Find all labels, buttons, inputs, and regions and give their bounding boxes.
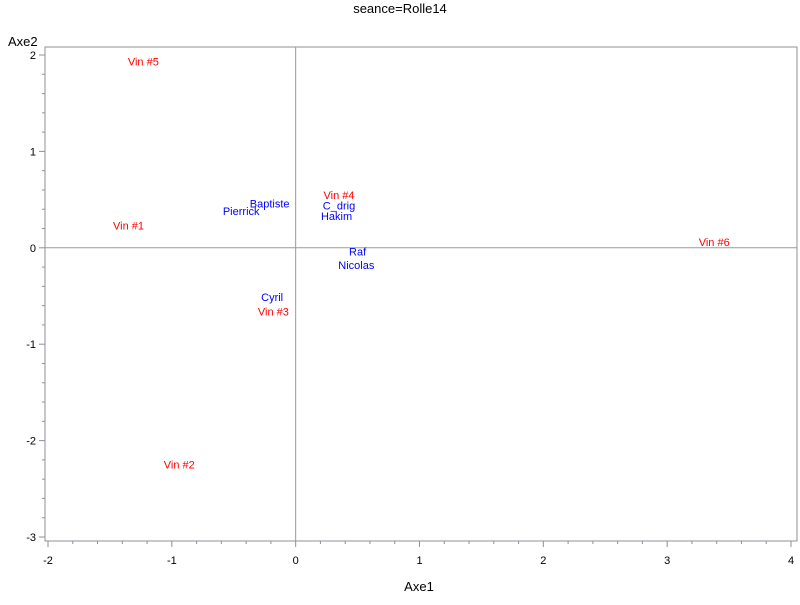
x-tick-label: 2 bbox=[540, 555, 546, 567]
judge-label: Nicolas bbox=[338, 260, 375, 272]
x-tick-label: 0 bbox=[293, 555, 299, 567]
y-tick-label: 2 bbox=[30, 50, 36, 62]
y-axis-label: Axe2 bbox=[8, 34, 38, 49]
judge-label: Pierrick bbox=[223, 206, 260, 218]
judge-label: Hakim bbox=[321, 211, 352, 223]
wine-label: Vin #2 bbox=[164, 460, 195, 472]
x-tick-label: 4 bbox=[788, 555, 794, 567]
chart-title: seance=Rolle14 bbox=[353, 1, 447, 16]
wine-label: Vin #3 bbox=[258, 306, 289, 318]
y-tick-label: 1 bbox=[30, 146, 36, 158]
y-tick-label: -2 bbox=[26, 436, 36, 448]
x-axis-label: Axe1 bbox=[404, 579, 434, 594]
wine-label: Vin #5 bbox=[128, 57, 159, 69]
x-tick-label: 3 bbox=[664, 555, 670, 567]
judge-label: C_drig bbox=[323, 200, 355, 212]
x-tick-label: -2 bbox=[43, 555, 53, 567]
wine-label: Vin #1 bbox=[113, 221, 144, 233]
judge-label: Raf bbox=[349, 247, 367, 259]
wine-label: Vin #6 bbox=[699, 237, 730, 249]
plot-frame bbox=[44, 46, 798, 542]
judge-label: Cyril bbox=[261, 292, 283, 304]
y-tick-label: -1 bbox=[26, 339, 36, 351]
wine-label: Vin #4 bbox=[324, 190, 355, 202]
judge-label: Baptiste bbox=[250, 198, 290, 210]
x-tick-label: -1 bbox=[167, 555, 177, 567]
y-tick-label: 0 bbox=[30, 243, 36, 255]
x-tick-label: 1 bbox=[416, 555, 422, 567]
y-tick-label: -3 bbox=[26, 532, 36, 544]
